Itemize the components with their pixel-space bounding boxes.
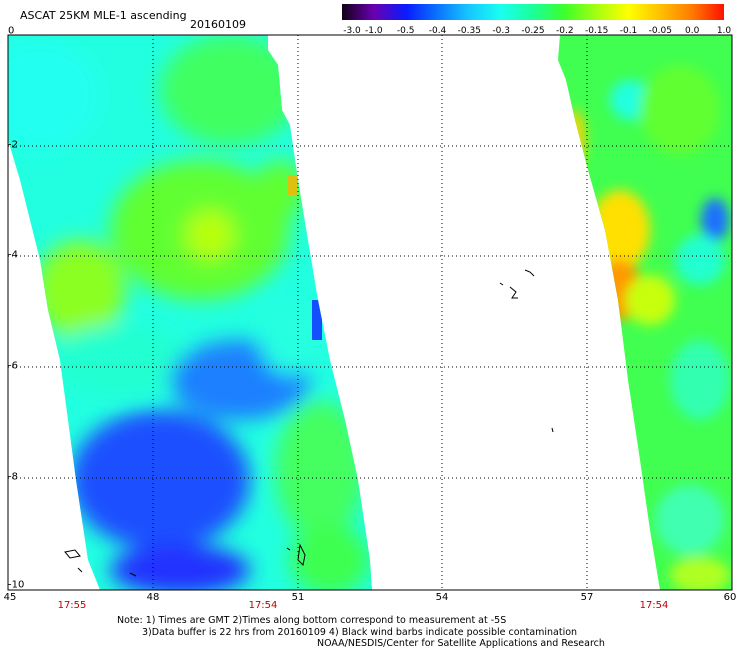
- note-line-3: NOAA/NESDIS/Center for Satellite Applica…: [317, 638, 605, 649]
- x-tick-label: 57: [580, 592, 594, 603]
- note-line-1: Note: 1) Times are GMT 2)Times along bot…: [117, 615, 507, 626]
- time-label: 17:54: [639, 600, 669, 611]
- colorbar-tick-label: -1.0: [365, 26, 383, 36]
- colorbar-tick-label: -3.0: [343, 26, 361, 36]
- colorbar-tick-label: -0.25: [521, 26, 545, 36]
- x-tick-label: 48: [146, 592, 160, 603]
- colorbar-tick-label: -0.5: [396, 26, 415, 36]
- left-swath: [8, 35, 372, 590]
- right-swath: [558, 35, 732, 590]
- y-tick-label: -2: [8, 139, 18, 151]
- x-tick-label: 54: [435, 592, 449, 603]
- colorbar-tick-label: -0.35: [457, 26, 481, 36]
- y-tick-label: -10: [8, 579, 25, 591]
- time-label: 17:54: [248, 600, 278, 611]
- colorbar-tick-label: -0.1: [619, 26, 638, 36]
- y-tick-label: -8: [8, 471, 18, 483]
- colorbar-tick-label: 0.0: [684, 26, 700, 36]
- colorbar-tick-label: -0.4: [428, 26, 447, 36]
- map-date: 20160109: [190, 18, 246, 31]
- colorbar-tick-label: -0.2: [556, 26, 574, 36]
- coastlines: [64, 269, 554, 577]
- colorbar: [342, 4, 724, 20]
- x-tick-label: 51: [291, 592, 305, 603]
- colorbar-tick-label: -0.05: [648, 26, 672, 36]
- x-tick-label: 60: [723, 592, 737, 603]
- y-tick-label: 0: [8, 25, 15, 37]
- colorbar-tick-label: 1.0: [716, 26, 732, 36]
- x-tick-label: 45: [3, 592, 17, 603]
- map-title: ASCAT 25KM MLE-1 ascending: [20, 9, 187, 22]
- y-tick-label: -6: [8, 360, 18, 372]
- grid-lines: [8, 35, 732, 590]
- plot-frame: [7, 34, 733, 591]
- time-label: 17:55: [57, 600, 87, 611]
- colorbar-tick-label: -0.3: [492, 26, 510, 36]
- y-tick-label: -4: [8, 249, 18, 261]
- colorbar-tick-label: -0.15: [585, 26, 609, 36]
- note-line-2: 3)Data buffer is 22 hrs from 20160109 4)…: [142, 627, 578, 638]
